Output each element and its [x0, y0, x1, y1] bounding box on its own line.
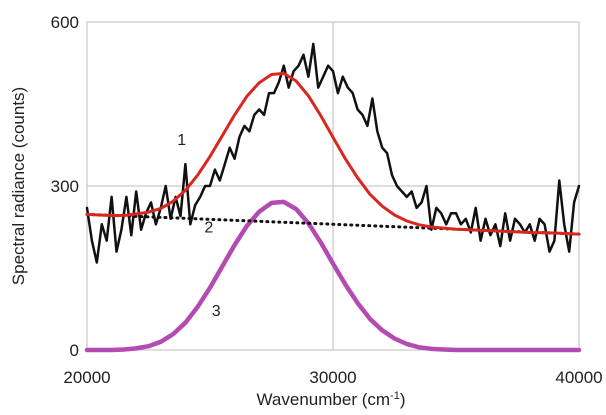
y-axis-label: Spectral radiance (counts)	[9, 87, 28, 285]
series-layer	[84, 42, 582, 353]
curve-labels: 1 2 3	[177, 132, 220, 320]
x-tick-label-2: 40000	[555, 368, 602, 387]
tick-labels: 20000 30000 40000 0 300 600	[51, 13, 603, 387]
x-axis-label-main: Wavenumber (cm	[257, 390, 391, 409]
y-tick-label-1: 300	[51, 177, 79, 196]
x-tick-label-1: 30000	[309, 368, 356, 387]
curve-label-1: 1	[177, 132, 186, 149]
series-fit-line	[85, 71, 581, 236]
y-tick-label-2: 600	[51, 13, 79, 32]
x-axis-label-end: )	[400, 390, 406, 409]
x-axis-label: Wavenumber (cm-1)	[257, 390, 406, 409]
curve-label-2: 2	[204, 219, 213, 236]
x-axis-label-sup: -1	[390, 390, 400, 402]
y-tick-label-0: 0	[70, 341, 79, 360]
x-tick-label-0: 20000	[63, 368, 110, 387]
curve-label-3: 3	[212, 303, 221, 320]
